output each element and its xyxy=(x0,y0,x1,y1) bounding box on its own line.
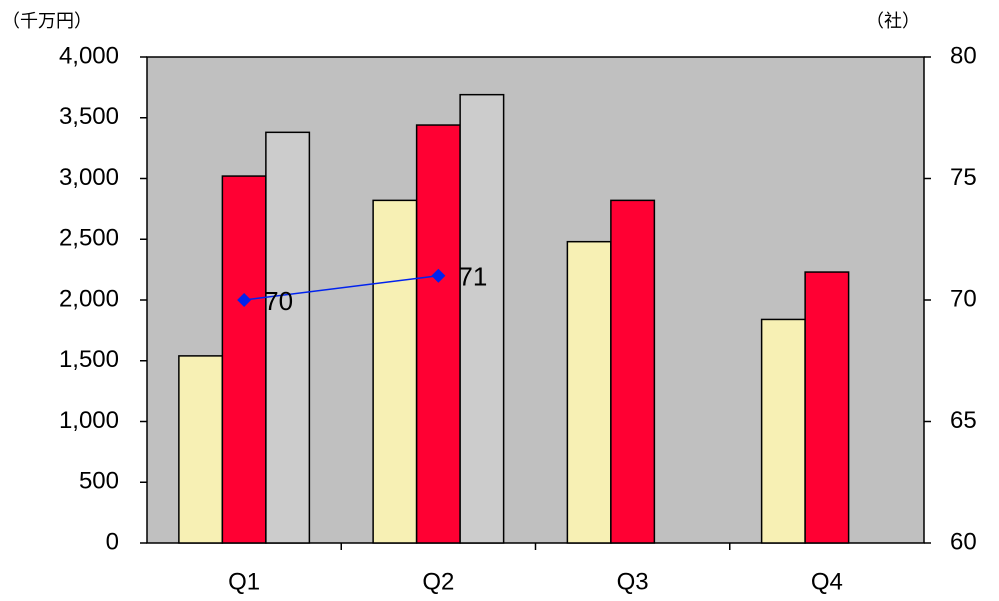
x-tick-label: Q2 xyxy=(422,568,454,595)
y2-tick-label: 70 xyxy=(950,285,977,312)
bar xyxy=(415,124,461,544)
y2-unit-label: （社） xyxy=(866,11,920,31)
line xyxy=(244,274,439,301)
bar xyxy=(178,355,224,544)
bar xyxy=(760,318,806,544)
bar xyxy=(804,271,850,544)
bar xyxy=(372,199,418,544)
x-tick-label: Q1 xyxy=(228,568,260,595)
bar xyxy=(265,131,311,544)
y-tick-label: 2,000 xyxy=(59,285,119,312)
y2-tick-label: 60 xyxy=(950,528,977,555)
y-tick-label: 3,500 xyxy=(59,103,119,130)
y2-tick-label: 75 xyxy=(950,164,977,191)
bar xyxy=(221,175,267,544)
y-tick-label: 500 xyxy=(79,468,119,495)
line-marker xyxy=(237,293,252,307)
bar xyxy=(566,240,612,544)
y-tick-label: 2,500 xyxy=(59,225,119,252)
y-tick-label: 1,000 xyxy=(59,407,119,434)
y-tick-label: 3,000 xyxy=(59,164,119,191)
line-marker xyxy=(431,268,446,283)
data-label: 71 xyxy=(458,262,487,292)
y-tick-label: 1,500 xyxy=(59,346,119,373)
y-tick-label: 4,000 xyxy=(59,42,119,69)
y2-tick-label: 80 xyxy=(950,42,977,69)
y-unit-label: （千万円） xyxy=(2,11,92,31)
x-tick-label: Q4 xyxy=(811,568,843,595)
y2-tick-label: 65 xyxy=(950,407,977,434)
bar xyxy=(610,199,656,544)
x-tick-label: Q3 xyxy=(617,568,649,595)
y-tick-label: 0 xyxy=(106,528,119,555)
bar xyxy=(459,93,505,544)
data-label: 70 xyxy=(264,286,293,316)
